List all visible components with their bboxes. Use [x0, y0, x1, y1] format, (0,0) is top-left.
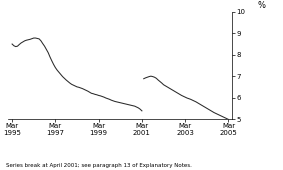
Text: %: % [257, 1, 265, 10]
Text: Series break at April 2001; see paragraph 13 of Explanatory Notes.: Series break at April 2001; see paragrap… [6, 163, 192, 168]
